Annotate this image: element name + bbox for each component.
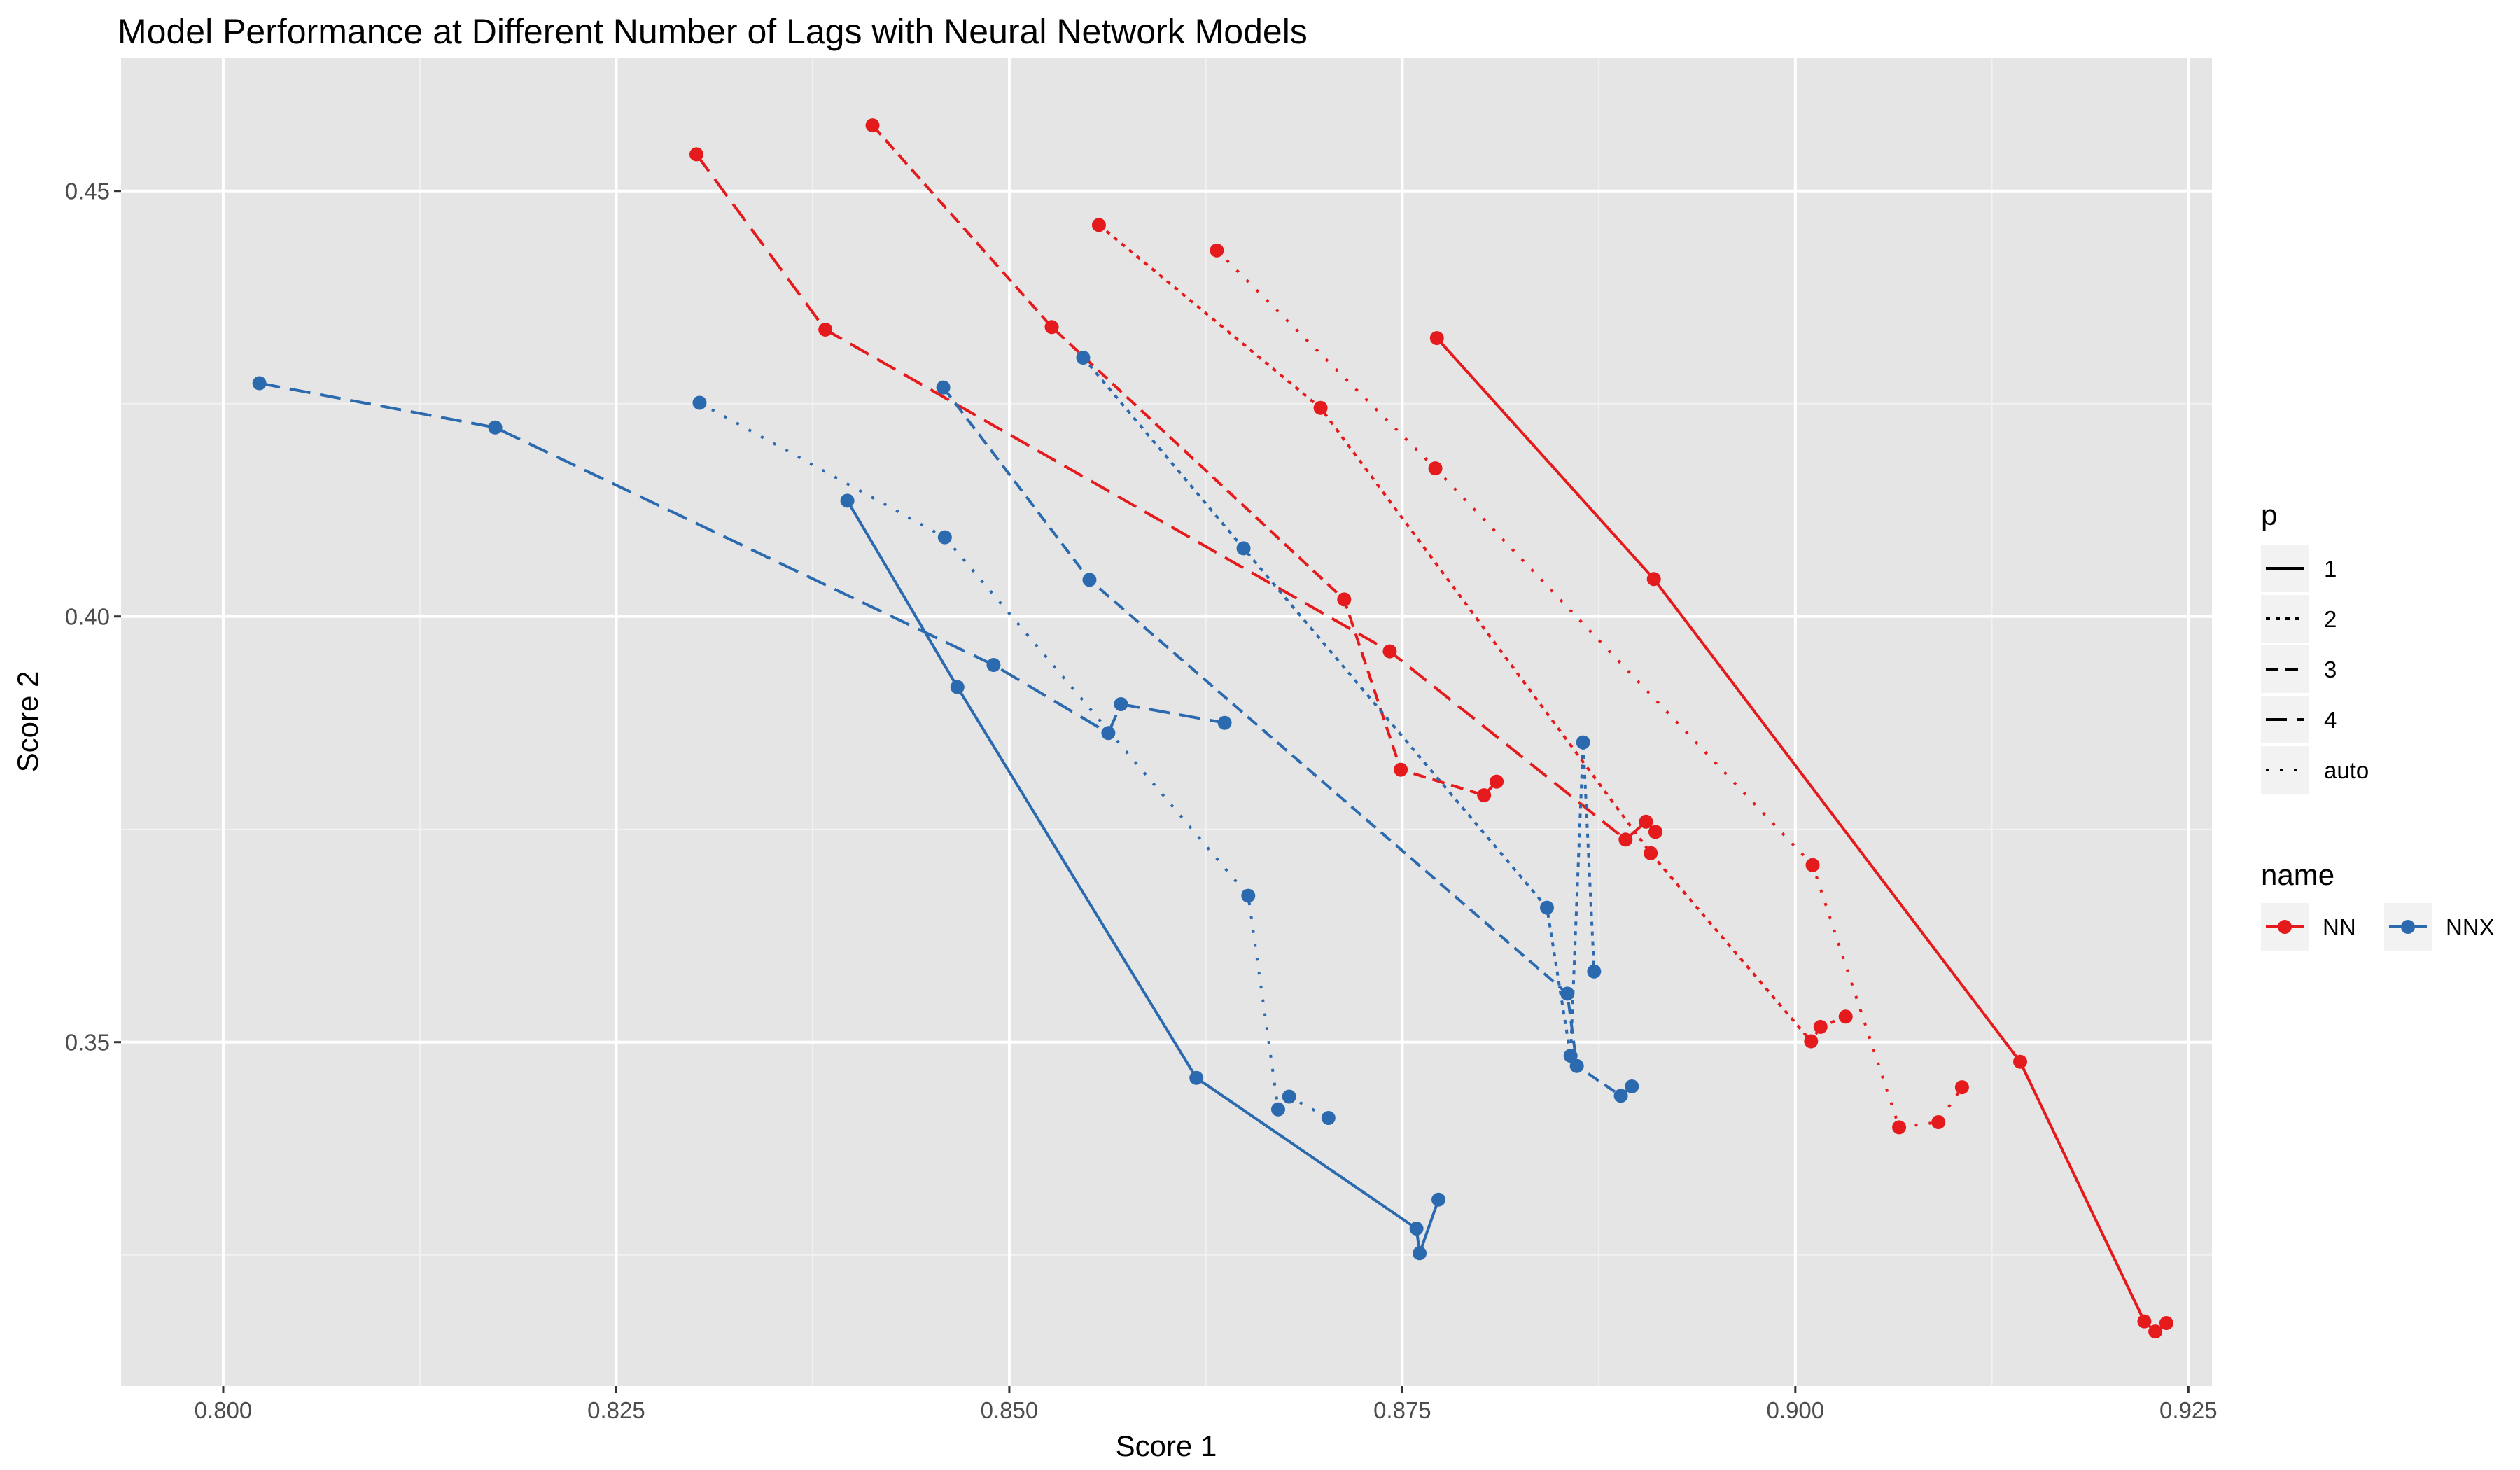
data-point — [1477, 788, 1492, 803]
data-point — [1082, 573, 1097, 587]
series-line-nnx-p4 — [259, 382, 1225, 735]
data-point — [1569, 1058, 1584, 1073]
data-point — [1563, 1049, 1578, 1063]
data-point — [1313, 400, 1328, 415]
series-line-nn-p4 — [695, 153, 1657, 841]
data-point — [1805, 858, 1820, 872]
series-line-nnx-p2 — [1082, 356, 1596, 1058]
data-point — [986, 658, 1001, 673]
x-tick-label: 0.925 — [2160, 1397, 2218, 1423]
data-point — [1892, 1120, 1907, 1135]
series-points — [252, 118, 2174, 1339]
data-point — [1625, 1079, 1639, 1093]
data-point — [1587, 964, 1602, 979]
legend-label: auto — [2324, 757, 2369, 783]
y-axis-title: Score 2 — [11, 671, 44, 773]
data-point — [1044, 320, 1059, 335]
chart-title: Model Performance at Different Number of… — [118, 12, 1308, 51]
x-axis: 0.800 0.825 0.850 0.875 0.900 0.925 — [195, 1386, 2218, 1423]
data-point — [1804, 1034, 1819, 1049]
data-point — [936, 380, 951, 395]
data-point — [1210, 243, 1224, 258]
data-point — [1646, 572, 1661, 587]
legend-color-title: name — [2261, 858, 2334, 891]
data-point — [950, 680, 965, 694]
data-point — [1490, 774, 1504, 789]
data-point — [1114, 696, 1128, 711]
data-point — [252, 376, 267, 391]
y-tick-label: 0.35 — [65, 1030, 110, 1056]
data-point — [1413, 1246, 1427, 1261]
data-point — [818, 322, 833, 337]
data-point — [1648, 825, 1662, 839]
y-tick-label: 0.40 — [65, 604, 110, 630]
legend: p 1 2 3 4 auto name NN NNX — [2261, 498, 2495, 951]
data-point — [1576, 735, 1590, 750]
data-point — [1954, 1080, 1969, 1095]
legend-label: 1 — [2324, 556, 2337, 582]
data-point — [1838, 1009, 1853, 1024]
data-point — [1639, 814, 1653, 829]
legend-label: 4 — [2324, 707, 2337, 733]
data-point — [1076, 351, 1091, 365]
x-tick-label: 0.825 — [587, 1397, 645, 1423]
legend-label: 3 — [2324, 657, 2337, 682]
data-point — [1241, 888, 1256, 903]
data-point — [689, 147, 704, 162]
x-tick-label: 0.900 — [1767, 1397, 1825, 1423]
data-point — [1428, 461, 1443, 476]
data-point — [1614, 1088, 1628, 1103]
legend-label: NN — [2323, 914, 2356, 940]
series-line-nn-pauto — [1215, 249, 1963, 1129]
x-tick-label: 0.875 — [1373, 1397, 1432, 1423]
data-point — [1101, 726, 1116, 741]
x-tick-label: 0.850 — [981, 1397, 1039, 1423]
data-point — [1189, 1070, 1204, 1085]
legend-color-keys: NN NNX — [2261, 903, 2495, 951]
data-point — [1217, 715, 1232, 730]
data-point — [488, 420, 503, 435]
legend-key-point — [2278, 920, 2292, 934]
x-axis-title: Score 1 — [1116, 1429, 1217, 1462]
legend-label: 2 — [2324, 606, 2337, 632]
data-point — [2159, 1316, 2174, 1331]
data-point — [1813, 1019, 1828, 1034]
data-point — [1337, 592, 1352, 607]
data-point — [1282, 1089, 1296, 1104]
data-point — [1382, 644, 1397, 659]
data-point — [2148, 1324, 2163, 1339]
data-point — [1091, 218, 1106, 232]
data-point — [840, 493, 855, 508]
grid-minor — [121, 58, 2212, 1386]
legend-label: NNX — [2446, 914, 2495, 940]
data-point — [1644, 846, 1658, 860]
legend-linetype-title: p — [2261, 498, 2277, 531]
data-point — [692, 396, 707, 410]
series-line-nn-p3 — [872, 124, 1498, 797]
data-point — [2137, 1314, 2152, 1329]
y-tick-label: 0.45 — [65, 178, 110, 204]
data-point — [1270, 1102, 1285, 1116]
data-point — [1321, 1110, 1336, 1125]
data-point — [937, 530, 952, 545]
series-line-nnx-p1 — [846, 500, 1440, 1255]
data-point — [1560, 986, 1575, 1001]
data-point — [1409, 1222, 1424, 1236]
data-point — [1236, 541, 1251, 556]
data-point — [1539, 900, 1554, 915]
data-point — [1394, 762, 1408, 777]
data-point — [1618, 832, 1633, 847]
data-point — [1429, 331, 1444, 346]
data-point — [1432, 1192, 1446, 1207]
x-tick-label: 0.800 — [195, 1397, 253, 1423]
data-point — [1931, 1115, 1946, 1130]
legend-key-bg — [2261, 746, 2309, 794]
y-axis: 0.35 0.40 0.45 — [65, 178, 121, 1056]
legend-key-point — [2401, 920, 2415, 934]
legend-linetype-keys: 1 2 3 4 auto — [2261, 545, 2369, 794]
plot-panel — [121, 58, 2212, 1386]
data-point — [2013, 1054, 2028, 1069]
data-point — [865, 118, 880, 133]
